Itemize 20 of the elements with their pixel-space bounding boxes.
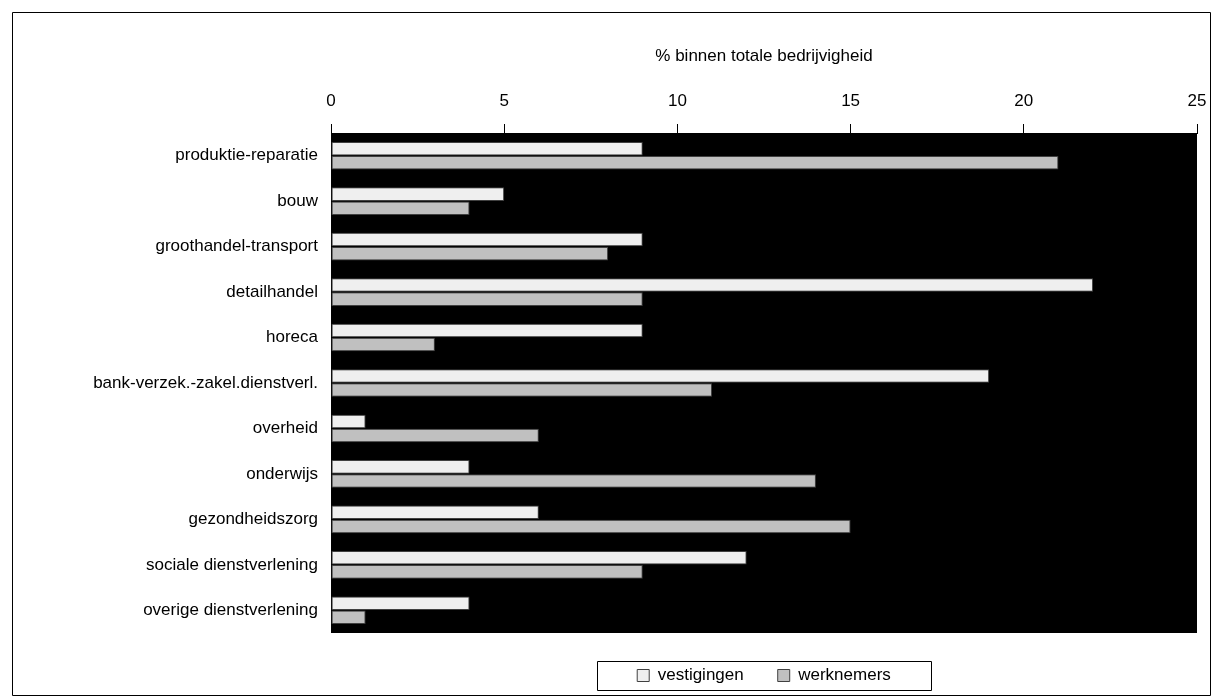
y-tick-label: bouw: [277, 190, 319, 210]
x-tick-label: 20: [1014, 91, 1034, 111]
y-tick-label: gezondheidszorg: [188, 509, 318, 529]
y-tick-label: detailhandel: [226, 281, 318, 301]
y-tick-label: groothandel-transport: [155, 236, 319, 256]
y-tick-label: onderwijs: [246, 463, 318, 483]
x-axis-title: % binnen totale bedrijvigheid: [655, 45, 873, 65]
x-tick-label: 5: [499, 91, 509, 111]
y-tick-label: sociale dienstverlening: [146, 554, 318, 574]
x-tick-label: 25: [1187, 91, 1207, 111]
y-tick-label: overige dienstverlening: [143, 599, 318, 619]
legend-label: werknemers: [797, 665, 891, 685]
y-tick-label: horeca: [266, 327, 319, 347]
y-tick-label: produktie-reparatie: [175, 145, 318, 165]
y-tick-label: bank-verzek.-zakel.dienstverl.: [93, 372, 318, 392]
x-tick-label: 15: [841, 91, 861, 111]
x-tick-label: 0: [326, 91, 336, 111]
x-tick-label: 10: [667, 91, 687, 111]
y-tick-label: overheid: [252, 418, 318, 438]
legend-label: vestigingen: [657, 665, 744, 685]
